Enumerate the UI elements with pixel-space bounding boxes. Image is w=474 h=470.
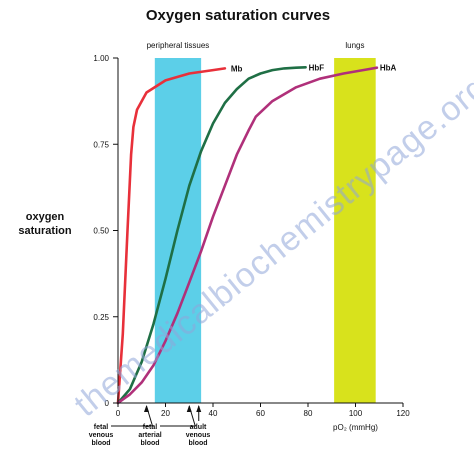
annotation-text: blood [91, 440, 110, 447]
series-label-hba: HbA [380, 64, 397, 73]
annotation-text: adult [190, 424, 207, 431]
annotation-text: venous [186, 432, 211, 439]
chart-title: Oxygen saturation curves [146, 7, 330, 24]
band-label-1: lungs [345, 41, 364, 50]
curve-hbf [116, 66, 307, 405]
y-axis-label: oxygen [26, 211, 65, 223]
watermark-text: themedicalbiochemistrypage.org [67, 68, 474, 424]
annotation-text: blood [140, 440, 159, 447]
x-tick-label: 120 [396, 409, 410, 418]
annotation-text: fetal [94, 424, 108, 431]
curve-hba [116, 66, 379, 405]
y-tick-label: 0.25 [93, 313, 109, 322]
axes: 0 0.25 0.50 0.75 1.00 0 20 40 60 80 100 120 [93, 54, 410, 418]
x-tick-label: 100 [349, 409, 363, 418]
saturation-curves: Mb HbF HbA [116, 63, 397, 405]
y-tick-label: 0.50 [93, 227, 109, 236]
x-tick-label: 80 [304, 409, 313, 418]
y-tick-label: 0 [105, 399, 110, 408]
x-tick-label: 0 [116, 409, 121, 418]
x-tick-label: 40 [209, 409, 218, 418]
y-tick-label: 0.75 [93, 140, 109, 149]
annotation-arrow [160, 405, 196, 427]
band-label-0: peripheral tissues [147, 41, 210, 50]
series-label-hbf: HbF [309, 63, 325, 72]
x-tick-label: 60 [256, 409, 265, 418]
annotation-text: blood [188, 440, 207, 447]
x-axis-label: pO₂ (mmHg) [333, 423, 378, 432]
y-axis-label: saturation [18, 225, 71, 237]
series-label-mb: Mb [231, 64, 243, 73]
annotation-arrowhead [186, 405, 192, 412]
annotation-text: venous [89, 432, 114, 439]
annotation-arrowhead [144, 405, 149, 412]
annotation-arrow [111, 405, 154, 427]
annotation-text: arterial [138, 432, 161, 439]
band-1 [334, 58, 376, 403]
curve-mb [116, 67, 227, 405]
annotation-arrowhead [196, 405, 202, 412]
x-tick-label: 20 [161, 409, 170, 418]
annotation-text: fetal [143, 424, 157, 431]
y-tick-label: 1.00 [93, 54, 109, 63]
